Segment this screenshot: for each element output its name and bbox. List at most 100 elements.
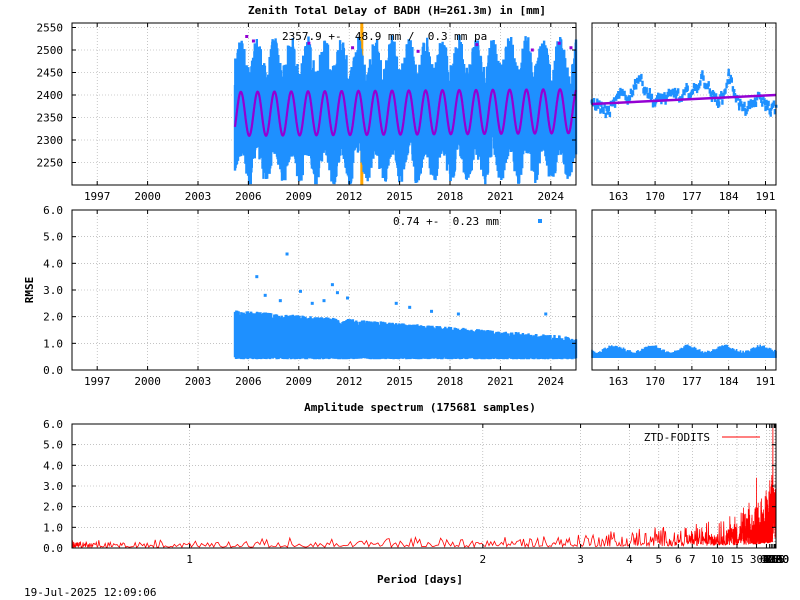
ztd-recent-point	[737, 102, 741, 106]
x-tick-label-2: 2009	[286, 375, 313, 388]
rmse-outlier-point	[335, 291, 339, 295]
ztd-recent-point	[685, 89, 689, 92]
y-tick-label-4: 6.0	[43, 418, 63, 431]
x-tick-label-3: 170	[645, 375, 665, 388]
rmse-outlier-point	[255, 275, 259, 279]
plot-frames	[71, 22, 777, 549]
rmse-outlier-point	[346, 296, 350, 300]
x-tick-label-4: 15	[730, 553, 743, 566]
x-tick-label-2: 2000	[134, 375, 161, 388]
x-tick-label-4: 61	[760, 553, 773, 566]
ztd-model-curve	[233, 88, 578, 138]
ztd-recent-point	[700, 75, 704, 79]
x-tick-label-3: 177	[682, 375, 702, 388]
x-tick-label-4: 4	[626, 553, 633, 566]
x-tick-label-2: 2018	[437, 375, 464, 388]
rmse-outlier-point	[298, 289, 302, 293]
x-tick-label-4: 6	[675, 553, 682, 566]
ztd-recent-point	[601, 107, 605, 110]
rmse-annotation: 0.74 +- 0.23 mm	[393, 215, 499, 228]
y-tick-label-0: 2500	[37, 44, 64, 57]
x-tick-label-2: 2003	[185, 375, 212, 388]
ztd-recent-point	[622, 91, 626, 95]
rmse-outlier-point	[330, 283, 334, 287]
x-tick-label-3: 184	[719, 375, 739, 388]
ztd-recent-point	[648, 93, 652, 97]
spectrum-legend-label: ZTD-FODITS	[644, 431, 710, 444]
y-tick-label-4: 2.0	[43, 501, 63, 514]
y-tick-label-2: 3.0	[43, 284, 63, 297]
y-tick-label-4: 4.0	[43, 459, 63, 472]
x-tick-label-4: 1	[186, 553, 193, 566]
y-tick-label-0: 2550	[37, 22, 64, 35]
model-outlier-point	[307, 41, 311, 45]
spectrum-title: Amplitude spectrum (175681 samples)	[304, 401, 536, 414]
ztd-recent-point	[763, 102, 767, 106]
x-tick-label-4: 8760	[763, 553, 790, 566]
spectrum-xlabel: Period [days]	[377, 573, 463, 586]
model-outlier-point	[557, 41, 561, 45]
ztd-recent-point	[753, 99, 757, 103]
model-outlier-point	[251, 39, 255, 43]
y-tick-label-0: 2300	[37, 134, 64, 147]
x-tick-label-4: 4380	[763, 553, 790, 566]
y-tick-label-0: 2250	[37, 157, 64, 170]
y-tick-label-4: 0.0	[43, 542, 63, 555]
x-tick-label-4: 183	[763, 553, 783, 566]
rmse-outlier-point	[285, 252, 289, 256]
ztd-recent-point	[695, 85, 699, 89]
x-tick-label-4: 3	[577, 553, 584, 566]
ztd-recent-point	[727, 73, 731, 77]
ztd-recent-point	[643, 86, 647, 90]
x-tick-label-2: 2006	[235, 375, 262, 388]
x-tick-label-4: 7	[689, 553, 696, 566]
ztd-recent-data	[590, 68, 777, 119]
ztd-recent-point	[732, 89, 736, 92]
data-layer	[71, 23, 778, 549]
rmse-data-band	[233, 310, 578, 360]
ztd-recent-point	[664, 97, 668, 101]
model-outlier-point	[475, 43, 479, 47]
y-tick-label-2: 0.0	[43, 364, 63, 377]
rmse-outlier-point	[394, 301, 398, 305]
x-tick-label-2: 2012	[336, 375, 363, 388]
x-tick-label-4: 365	[765, 553, 785, 566]
x-tick-label-0: 2015	[386, 190, 413, 203]
ztd-recent-model	[591, 93, 777, 106]
chart-title: Zenith Total Delay of BADH (H=261.3m) in…	[248, 4, 546, 17]
rmse-outlier-point	[310, 301, 314, 305]
x-tick-label-2: 2021	[487, 375, 514, 388]
model-outlier-point	[416, 49, 420, 53]
x-tick-label-0: 1997	[84, 190, 111, 203]
y-tick-label-4: 5.0	[43, 439, 63, 452]
rmse-outlier-point	[263, 293, 267, 297]
x-tick-label-1: 163	[608, 190, 628, 203]
plot-frame-3	[591, 209, 777, 371]
ztd-recent-point	[742, 107, 746, 111]
x-tick-label-4: 2	[480, 553, 487, 566]
model-outlier-point	[569, 46, 573, 50]
rmse-outlier-point	[430, 309, 434, 313]
x-tick-label-4: 91	[763, 553, 776, 566]
x-tick-label-3: 163	[608, 375, 628, 388]
ztd-recent-point	[690, 91, 694, 95]
rmse-outlier-point	[456, 312, 460, 316]
x-tick-label-4: 5	[655, 553, 662, 566]
y-tick-label-2: 5.0	[43, 231, 63, 244]
ztd-recent-point	[748, 106, 752, 110]
rmse-outlier-point	[408, 305, 412, 309]
x-tick-label-2: 2015	[386, 375, 413, 388]
footer-timestamp: 19-Jul-2025 12:09:06	[24, 586, 156, 599]
ztd-recent-point	[637, 75, 641, 79]
y-tick-label-4: 1.0	[43, 521, 63, 534]
ztd-recent-point	[616, 95, 620, 99]
rmse-legend-marker	[538, 219, 542, 223]
y-tick-label-2: 2.0	[43, 311, 63, 324]
ztd-recent-point	[716, 98, 720, 102]
rmse-outlier-point	[544, 312, 548, 316]
x-tick-label-2: 2024	[538, 375, 565, 388]
plot-frame-1	[591, 22, 777, 186]
ztd-recent-point	[653, 101, 657, 105]
x-tick-label-4: 30	[750, 553, 763, 566]
ztd-recent-point	[606, 111, 610, 115]
